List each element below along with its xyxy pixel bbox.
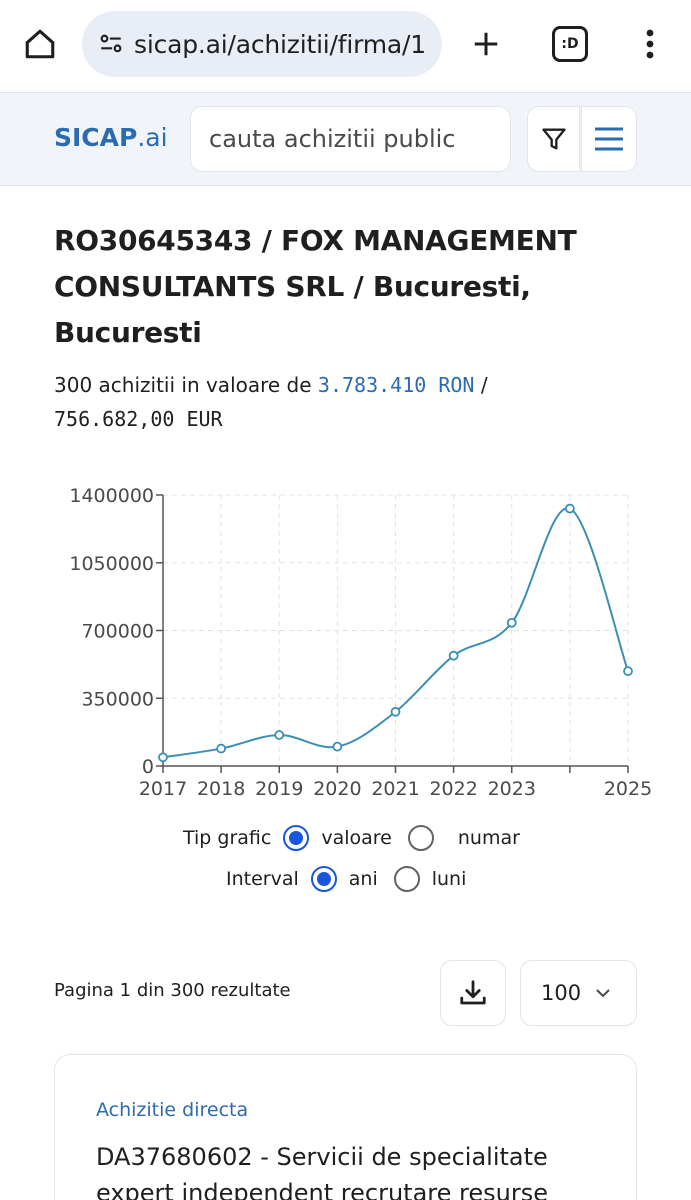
x-tick-label: 2021	[371, 778, 419, 800]
data-point	[216, 743, 227, 754]
y-tick-label: 350000	[81, 688, 154, 710]
radio-numar[interactable]	[407, 825, 434, 851]
option-ani-label[interactable]: ani	[348, 868, 378, 890]
radio-luni[interactable]	[393, 866, 420, 892]
site-settings-icon[interactable]	[96, 29, 126, 59]
purchases-summary: 300 achizitii in valoare de 3.783.410 RO…	[54, 368, 654, 436]
browser-toolbar: sicap.ai/achizitii/firma/1 :D	[0, 0, 691, 92]
chart-type-control: Tip grafic valoare numar	[183, 825, 520, 851]
data-point	[506, 617, 517, 628]
download-button[interactable]	[440, 960, 506, 1026]
y-tick-label: 0	[142, 756, 154, 778]
new-tab-icon[interactable]	[466, 24, 506, 64]
result-card[interactable]: Achizitie directa DA37680602 - Servicii …	[54, 1054, 637, 1200]
y-tick-label: 1400000	[69, 485, 154, 507]
x-tick-label: 2022	[429, 778, 477, 800]
filter-icon	[541, 128, 566, 150]
pagination-info: Pagina 1 din 300 rezultate	[54, 980, 291, 1001]
per-page-value: 100	[541, 981, 582, 1005]
data-point	[332, 741, 343, 752]
option-numar-label[interactable]: numar	[457, 827, 520, 849]
chart-type-label: Tip grafic	[183, 827, 272, 849]
home-icon[interactable]	[20, 24, 60, 64]
result-title[interactable]: DA37680602 - Servicii de specialitate ex…	[96, 1143, 548, 1200]
value-ron[interactable]: 3.783.410 RON	[317, 373, 475, 397]
site-logo[interactable]: SICAP.ai	[54, 123, 168, 152]
data-point	[158, 752, 168, 763]
menu-button[interactable]	[581, 106, 637, 172]
radio-valoare[interactable]	[283, 825, 310, 851]
summary-separator: /	[480, 373, 488, 397]
hamburger-icon	[595, 127, 623, 151]
value-eur: 756.682,00 EUR	[54, 407, 223, 431]
search-input[interactable]	[190, 106, 511, 172]
y-tick-label: 700000	[81, 621, 154, 643]
more-vert-icon[interactable]	[630, 24, 670, 64]
site-header: SICAP.ai	[0, 92, 691, 186]
y-tick-label: 1050000	[69, 553, 154, 575]
option-luni-label[interactable]: luni	[431, 868, 467, 890]
tab-switcher-button[interactable]: :D	[552, 26, 588, 62]
interval-control: Interval ani luni	[226, 866, 466, 892]
data-point	[390, 706, 401, 717]
radio-ani[interactable]	[310, 866, 337, 892]
address-bar[interactable]: sicap.ai/achizitii/firma/1	[82, 11, 442, 77]
x-tick-label: 2025	[604, 778, 652, 800]
option-valoare-label[interactable]: valoare	[321, 827, 392, 849]
x-tick-label: 2020	[313, 778, 361, 800]
chevron-down-icon	[595, 988, 611, 998]
x-tick-label: 2023	[488, 778, 536, 800]
download-icon	[460, 980, 486, 1005]
purchases-chart: 0 350000 700000 1050000 1400000 2017 2018 2019 2…	[40, 480, 660, 810]
interval-label: Interval	[226, 868, 299, 890]
page-title: RO30645343 / FOX MANAGEMENT CONSULTANTS …	[54, 224, 577, 349]
url-text: sicap.ai/achizitii/firma/1	[134, 29, 426, 59]
x-tick-label: 2017	[139, 778, 187, 800]
data-point	[564, 503, 575, 514]
procurement-type: Achizitie directa	[96, 1099, 249, 1121]
data-point	[274, 730, 285, 740]
per-page-select[interactable]: 100	[520, 960, 637, 1026]
summary-prefix: 300 achizitii in valoare de	[54, 373, 312, 397]
data-point	[623, 666, 633, 677]
x-tick-label: 2019	[255, 778, 303, 800]
data-point	[448, 650, 459, 661]
filter-button[interactable]	[527, 106, 580, 172]
x-tick-label: 2018	[197, 778, 245, 800]
